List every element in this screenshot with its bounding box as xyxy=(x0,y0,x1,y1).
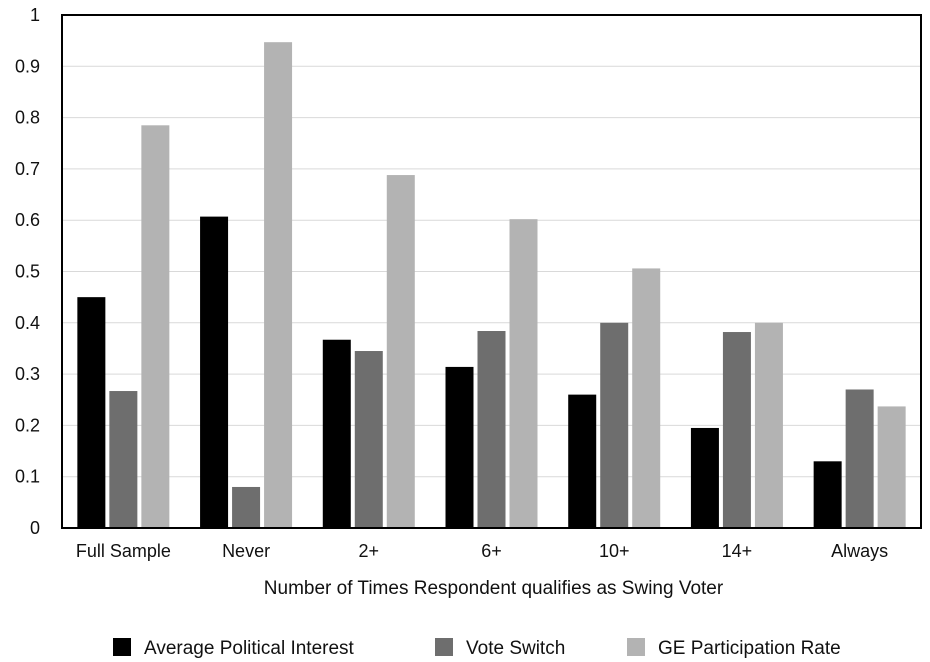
bars xyxy=(77,42,906,529)
x-axis-ticks: Full Sample Never 2+ 6+ 10+ 14+ Always xyxy=(76,541,888,561)
bar xyxy=(386,175,415,528)
x-tick-label: 2+ xyxy=(359,541,380,561)
y-tick-label: 0.2 xyxy=(15,415,40,435)
bar xyxy=(322,339,351,528)
bar xyxy=(509,219,538,528)
bar xyxy=(568,394,597,528)
y-tick-label: 0.1 xyxy=(15,467,40,487)
bar xyxy=(141,125,170,529)
bar xyxy=(632,268,661,528)
legend: Average Political Interest Vote Switch GE … xyxy=(113,638,841,659)
bar xyxy=(264,42,293,529)
bar xyxy=(600,322,629,528)
y-tick-label: 0.4 xyxy=(15,313,40,333)
y-tick-label: 0 xyxy=(30,518,40,538)
x-axis-title: Number of Times Respondent qualifies as … xyxy=(264,578,724,599)
bar xyxy=(77,297,106,528)
bar xyxy=(845,389,874,528)
legend-swatch xyxy=(627,638,645,656)
bar xyxy=(445,366,474,528)
bar xyxy=(877,406,906,528)
y-tick-label: 0.8 xyxy=(15,108,40,128)
y-tick-label: 0.7 xyxy=(15,159,40,179)
bar xyxy=(477,331,506,528)
x-tick-label: Never xyxy=(222,541,270,561)
bar xyxy=(354,351,383,528)
x-tick-label: Full Sample xyxy=(76,541,171,561)
x-tick-label: 14+ xyxy=(722,541,753,561)
legend-label: Average Political Interest xyxy=(144,638,355,659)
x-tick-label: 6+ xyxy=(481,541,502,561)
legend-swatch xyxy=(435,638,453,656)
y-tick-label: 1 xyxy=(30,5,40,25)
bar xyxy=(232,486,261,528)
y-tick-label: 0.3 xyxy=(15,364,40,384)
y-axis-ticks: 0 0.1 0.2 0.3 0.4 0.5 0.6 0.7 0.8 0.9 1 xyxy=(15,5,40,538)
y-tick-label: 0.5 xyxy=(15,262,40,282)
y-tick-label: 0.9 xyxy=(15,56,40,76)
bar xyxy=(722,332,751,528)
x-tick-label: 10+ xyxy=(599,541,630,561)
legend-label: Vote Switch xyxy=(466,638,565,659)
bar xyxy=(200,216,229,528)
bar xyxy=(690,427,719,528)
legend-swatch xyxy=(113,638,131,656)
bar xyxy=(109,391,138,528)
plot-area-border xyxy=(61,14,922,529)
bar xyxy=(813,461,842,528)
legend-label: GE Participation Rate xyxy=(658,638,841,659)
x-tick-label: Always xyxy=(831,541,888,561)
y-tick-label: 0.6 xyxy=(15,210,40,230)
bar xyxy=(754,322,783,528)
